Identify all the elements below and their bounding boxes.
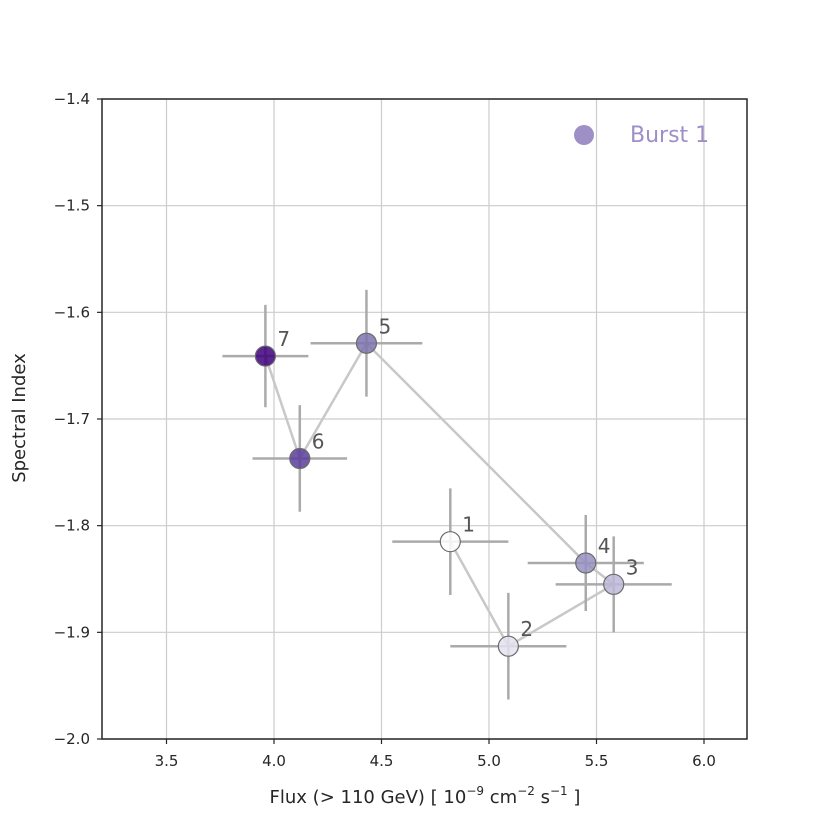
data-point-label: 2 (520, 617, 533, 641)
y-tick-label: −1.5 (54, 197, 90, 215)
error-bars (222, 289, 672, 700)
y-tick-label: −1.4 (54, 90, 90, 108)
data-point-label: 3 (626, 555, 639, 579)
data-point-label: 1 (462, 513, 475, 537)
grid (102, 98, 747, 740)
data-point-label: 4 (598, 534, 611, 558)
x-tick-label: 5.5 (585, 752, 609, 770)
y-tick-label: −2.0 (54, 730, 90, 748)
data-point-label: 6 (312, 429, 325, 453)
data-point (497, 635, 519, 657)
y-tick-label: −1.8 (54, 517, 90, 535)
data-point (254, 345, 276, 367)
legend: Burst 1 (574, 123, 709, 148)
y-axis-ticks: −2.0 −1.9 −1.8 −1.7 −1.6 −1.5 −1.4 (54, 90, 102, 748)
connecting-line (264, 341, 616, 648)
data-point (355, 332, 378, 354)
data-points (254, 332, 625, 657)
x-tick-label: 4.5 (370, 752, 394, 770)
data-point (575, 552, 597, 574)
data-point (603, 573, 625, 595)
y-tick-label: −1.7 (54, 410, 90, 428)
y-tick-label: −1.6 (54, 303, 90, 321)
y-axis-label: Spectral Index (9, 353, 30, 483)
y-tick-label: −1.9 (54, 623, 90, 641)
x-axis-ticks: 3.5 4.0 4.5 5.0 5.5 6.0 (155, 739, 716, 770)
series-line (264, 341, 616, 648)
legend-marker (574, 125, 594, 145)
x-tick-label: 6.0 (692, 752, 716, 770)
x-tick-label: 5.0 (477, 752, 501, 770)
data-point-label: 5 (378, 314, 391, 338)
point-labels: 1 2 34 5 6 7 (277, 314, 638, 641)
data-point-label: 7 (277, 327, 290, 351)
x-tick-label: 3.5 (155, 752, 179, 770)
data-point (439, 531, 461, 553)
legend-label: Burst 1 (630, 123, 709, 148)
x-tick-label: 4.0 (262, 752, 286, 770)
data-point (289, 447, 311, 470)
x-axis-label: Flux (> 110 GeV) [ 10−9 cm−2 s−1 ] (270, 784, 581, 808)
